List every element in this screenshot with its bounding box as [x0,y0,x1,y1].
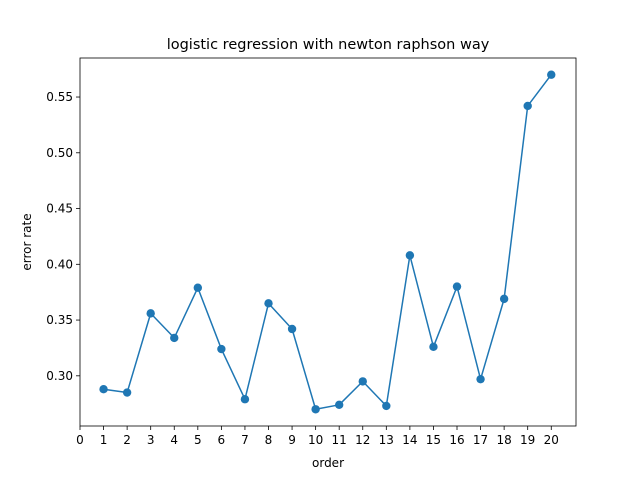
data-point [452,282,462,291]
data-point [358,377,367,386]
y-axis-label: error rate [20,213,34,270]
x-tick-label: 20 [544,433,559,447]
data-point [240,395,250,404]
chart-title: logistic regression with newton raphson … [167,37,490,53]
x-tick-label: 7 [241,433,249,447]
data-point [122,388,132,397]
data-point [429,342,438,352]
data-point [547,70,556,79]
y-tick-label: 0.35 [46,313,73,327]
x-axis-label: order [312,456,344,470]
x-tick-label: 11 [332,433,347,447]
x-tick-label: 17 [473,433,488,447]
x-tick-label: 12 [355,433,370,447]
data-point [499,294,509,304]
data-point [193,283,203,292]
data-point [264,299,273,308]
x-tick-label: 13 [379,433,394,447]
plot-area: 0 1 2 3 4 5 6 7 8 9 10 11 12 13 14 15 16 17 18 19 200.300.35… [46,57,577,447]
x-tick-label: 1 [100,433,108,447]
x-tick-label: 8 [265,433,273,447]
x-tick-label: 0 [76,433,84,447]
x-tick-label: 15 [426,433,441,447]
x-tick-label: 2 [123,433,131,447]
x-tick-label: 5 [194,433,202,447]
y-tick-label: 0.45 [46,202,73,216]
data-point [217,344,226,354]
x-tick-label: 9 [288,433,296,447]
series-line [103,74,552,411]
x-tick-label: 4 [170,433,178,447]
y-tick-label: 0.55 [46,90,73,104]
data-point [334,400,344,410]
data-point [382,401,391,411]
x-tick-label: 16 [449,433,464,447]
x-tick-label: 6 [218,433,226,447]
x-tick-label: 3 [147,433,155,447]
x-tick-label: 18 [496,433,511,447]
data-point [170,333,179,343]
x-tick-label: 10 [308,433,323,447]
data-point [311,405,320,414]
x-tick-label: 19 [520,433,535,447]
x-tick-label: 14 [402,433,417,447]
data-point [146,309,155,318]
axes-frame [79,57,577,427]
data-point [99,385,108,394]
data-point [405,251,415,260]
data-point [287,324,297,334]
y-tick-label: 0.40 [46,257,73,271]
data-point [476,374,485,384]
data-point [523,101,532,111]
y-tick-label: 0.50 [46,146,73,160]
y-tick-label: 0.30 [46,369,73,383]
